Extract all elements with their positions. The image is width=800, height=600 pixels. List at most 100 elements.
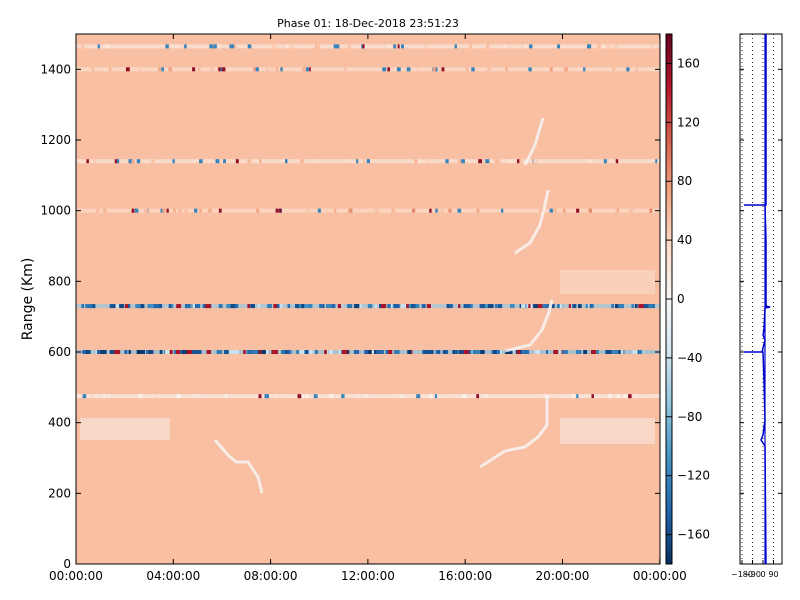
heatmap-trace	[504, 299, 554, 353]
colorbar-tick-label: −40	[677, 351, 702, 365]
band-segment	[482, 304, 488, 309]
side-profile-line	[744, 34, 771, 565]
band-segment	[576, 208, 580, 213]
heatmap-trace	[523, 117, 545, 166]
band-segment	[273, 304, 279, 309]
band-segment	[138, 67, 142, 72]
band-segment	[82, 350, 88, 354]
band-segment	[128, 350, 131, 354]
band-segment	[209, 44, 213, 49]
band-segment	[115, 304, 120, 309]
band-segment	[252, 350, 258, 354]
heatmap-band-1140	[76, 159, 660, 164]
band-segment	[100, 350, 106, 354]
band-segment	[416, 67, 420, 72]
band-segment	[210, 67, 214, 72]
band-segment	[356, 159, 359, 164]
band-segment	[277, 394, 282, 399]
band-segment	[551, 304, 555, 309]
band-segment	[631, 304, 634, 309]
band-segment	[394, 304, 397, 309]
band-segment	[192, 350, 196, 354]
band-segment	[218, 67, 221, 72]
band-segment	[556, 350, 561, 354]
band-segment	[562, 350, 568, 354]
band-segment	[259, 159, 262, 164]
band-segment	[608, 394, 612, 399]
band-segment	[562, 44, 566, 49]
y-tick-label: 200	[48, 486, 71, 500]
x-axis: 00:00:00 04:00:00 08:00:00 12:00:00 16:00:00…	[49, 34, 687, 583]
band-segment	[357, 394, 360, 399]
band-segment	[287, 304, 291, 309]
band-segment	[590, 350, 597, 354]
band-segment	[229, 44, 232, 49]
band-segment	[428, 394, 433, 399]
band-segment	[271, 44, 276, 49]
band-segment	[426, 304, 432, 309]
band-segment	[134, 208, 139, 213]
band-segment	[588, 208, 592, 213]
colorbar-tick-label: −80	[677, 410, 702, 424]
band-segment	[517, 350, 521, 354]
band-segment	[194, 208, 198, 213]
band-segment	[231, 44, 235, 49]
band-segment	[298, 304, 304, 309]
band-segment	[148, 208, 151, 213]
band-segment	[186, 304, 190, 309]
band-segment	[277, 304, 283, 309]
band-segment	[620, 350, 624, 354]
x-tick-label: 12:00:00	[341, 569, 395, 583]
x-tick-label: 00:00:00	[633, 569, 687, 583]
band-segment	[264, 44, 268, 49]
band-segment	[217, 44, 221, 49]
band-segment	[164, 350, 170, 354]
band-segment	[606, 44, 610, 49]
band-segment	[302, 67, 306, 72]
band-segment	[138, 304, 141, 309]
y-axis: 0 200 400 600 800 1000 1200 1400	[40, 62, 660, 571]
band-segment	[523, 350, 529, 354]
band-segment	[119, 304, 125, 309]
heatmap-patch	[560, 270, 655, 294]
band-segment	[644, 304, 649, 309]
band-segment	[521, 304, 526, 309]
band-segment	[541, 304, 546, 309]
band-segment	[97, 350, 103, 354]
band-segment	[363, 159, 366, 164]
band-segment	[359, 44, 362, 49]
band-segment	[543, 304, 549, 309]
band-segment	[652, 304, 655, 309]
band-segment	[387, 44, 392, 49]
band-segment	[628, 394, 632, 399]
band-segment	[576, 394, 579, 399]
band-segment	[317, 44, 321, 49]
band-segment	[229, 159, 232, 164]
band-segment	[315, 350, 318, 354]
heatmap-band-730	[76, 304, 660, 309]
band-segment	[250, 304, 255, 309]
band-segment	[255, 67, 259, 72]
band-segment	[615, 304, 619, 309]
colorbar-tick-label: 80	[677, 174, 692, 188]
band-segment	[173, 208, 176, 213]
side-x-tick-label: −90	[744, 570, 761, 579]
band-segment	[313, 394, 318, 399]
band-segment	[218, 304, 223, 309]
colorbar-tick-label: 120	[677, 115, 700, 129]
band-segment	[484, 394, 488, 399]
band-segment	[374, 350, 377, 354]
band-segment	[265, 394, 269, 399]
band-segment	[387, 350, 393, 354]
band-segment	[158, 67, 161, 72]
band-segment	[202, 304, 206, 309]
band-segment	[463, 350, 469, 354]
side-x-tick-label: 90	[768, 570, 778, 579]
band-segment	[564, 67, 569, 72]
band-segment	[187, 350, 194, 354]
band-segment	[486, 44, 490, 49]
band-segment	[124, 350, 128, 354]
band-base	[76, 67, 660, 72]
band-segment	[178, 208, 182, 213]
band-segment	[170, 304, 174, 309]
